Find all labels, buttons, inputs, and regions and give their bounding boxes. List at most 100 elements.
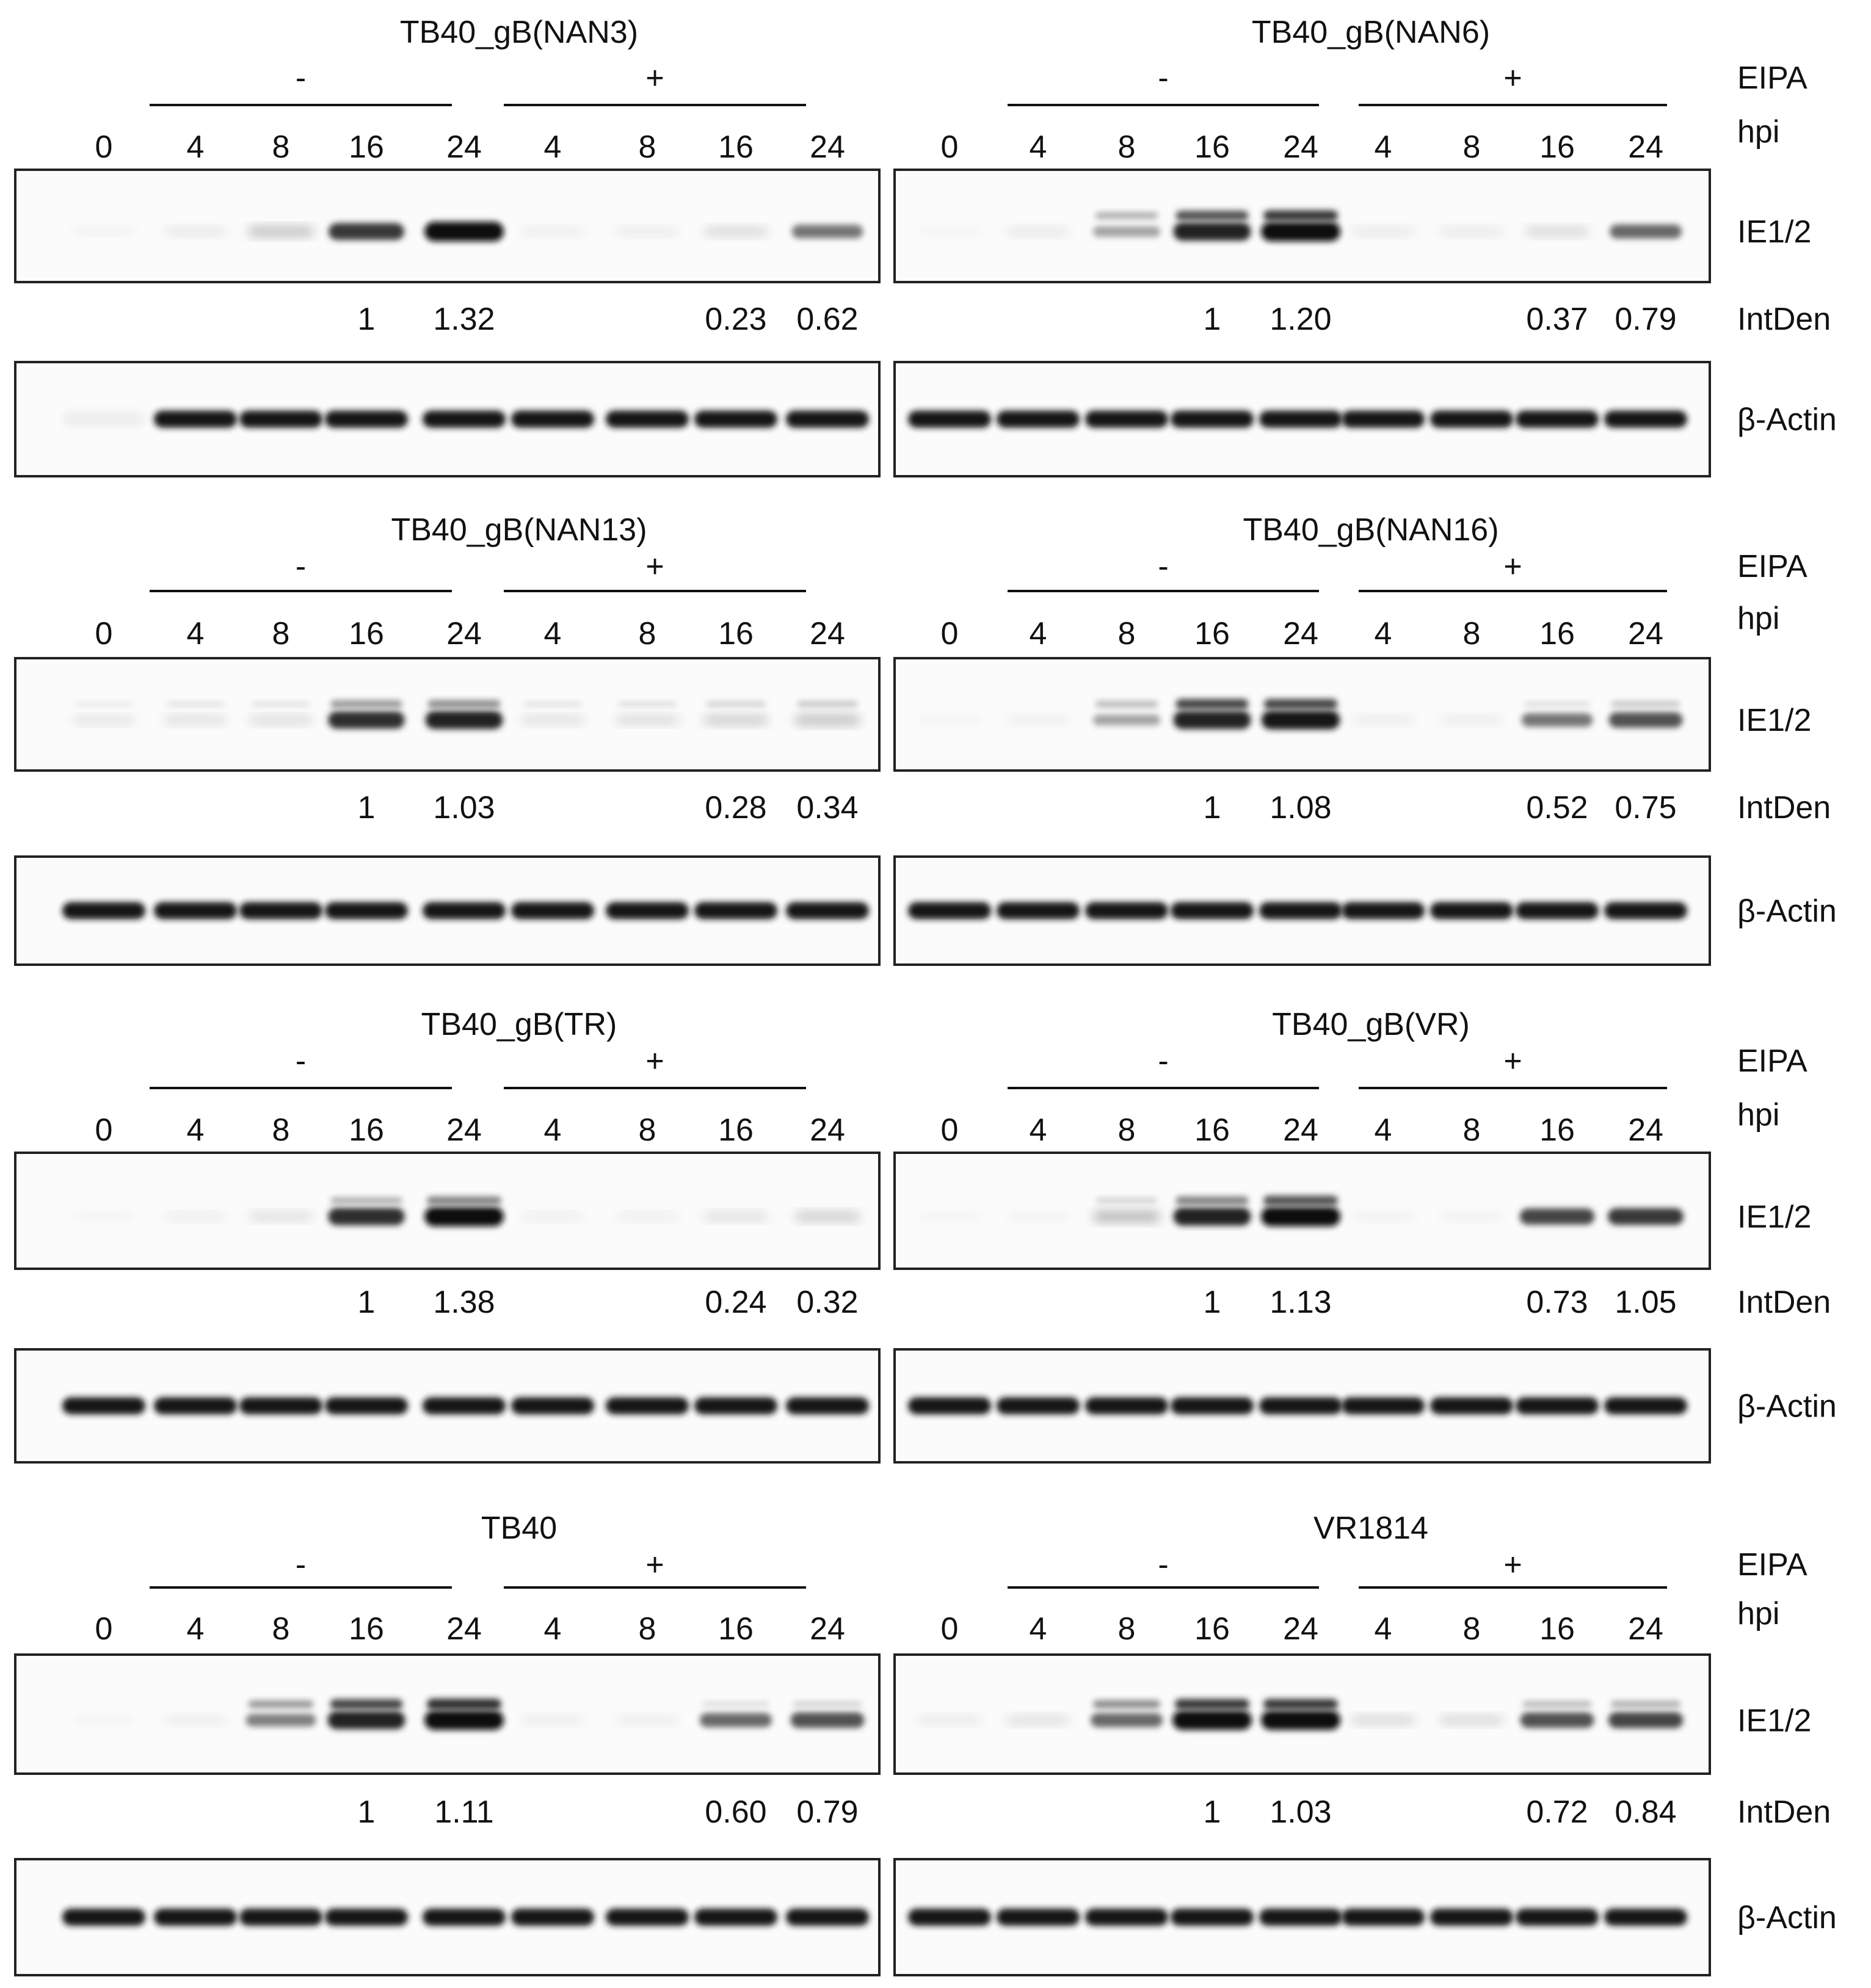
lane-label-hpi: 16 — [1194, 616, 1230, 651]
ie-band — [1093, 1211, 1160, 1222]
ie-band — [1608, 1208, 1684, 1225]
actin-band — [606, 1397, 689, 1415]
panel-title: TB40_gB(TR) — [421, 1007, 617, 1042]
actin-band — [1259, 410, 1342, 428]
row-label-time: hpi — [1737, 601, 1779, 636]
untreated-sign: - — [296, 549, 306, 584]
ie-band — [1006, 228, 1070, 236]
row-label-target: IE1/2 — [1737, 214, 1811, 250]
actin-band — [694, 410, 777, 428]
panel-title: TB40_gB(NAN16) — [1243, 512, 1499, 548]
ie-band — [1352, 716, 1414, 724]
ie-upper-band — [330, 1699, 403, 1710]
actin-band — [325, 1397, 408, 1415]
intden-value: 1 — [1204, 790, 1221, 825]
actin-band — [1516, 410, 1599, 428]
ie-upper-band — [427, 700, 501, 708]
actin-band — [154, 902, 237, 920]
blot-panel: TB40_gB(NAN3) - +0 4 8 16 24 4 8 16 24 1 1.32 0.23 0.6… — [14, 15, 881, 477]
ie-band — [164, 228, 227, 236]
row-label-quant: IntDen — [1737, 1794, 1831, 1830]
ie-band — [1092, 226, 1161, 238]
ie-band — [424, 222, 504, 242]
actin-band — [154, 1909, 237, 1926]
lane-label-hpi: 8 — [272, 616, 290, 651]
panel-title: TB40_gB(NAN13) — [391, 512, 647, 548]
ie-upper-band — [793, 1701, 862, 1708]
ie-upper-band — [427, 1196, 501, 1205]
lane-label-hpi: 4 — [544, 1112, 562, 1148]
ie-upper-band — [1263, 1195, 1338, 1206]
lane-label-hpi: 4 — [1375, 1611, 1392, 1647]
lane-label-hpi: 8 — [1463, 129, 1481, 165]
ie-upper-band — [1095, 1197, 1158, 1204]
ie-band — [521, 1716, 584, 1724]
ie-upper-band — [74, 701, 133, 707]
actin-band — [154, 1397, 237, 1415]
actin-band — [1085, 1397, 1168, 1415]
ie-band — [1519, 1208, 1595, 1225]
row-label-control: β-Actin — [1737, 402, 1837, 438]
lane-label-hpi: 16 — [1539, 1112, 1575, 1148]
ie-band — [249, 1213, 313, 1221]
ie-band — [703, 716, 768, 725]
actin-band — [62, 902, 145, 920]
ie-band — [245, 1713, 316, 1727]
ie-band — [1261, 710, 1340, 730]
actin-band — [1604, 1909, 1687, 1926]
lane-label-hpi: 24 — [810, 1611, 845, 1647]
actin-band — [908, 902, 991, 920]
ie-band — [918, 228, 981, 235]
actin-band — [694, 1397, 777, 1415]
ie-band — [1007, 1213, 1069, 1220]
lane-label-hpi: 8 — [1463, 1611, 1481, 1647]
lane-label-hpi: 4 — [1030, 616, 1047, 651]
ie-upper-band — [1610, 1700, 1681, 1708]
intden-value: 1.11 — [434, 1794, 493, 1830]
actin-band — [1342, 902, 1425, 920]
intden-value: 1 — [358, 790, 376, 825]
lane-label-hpi: 16 — [718, 616, 754, 651]
ie-band — [328, 711, 405, 729]
lane-label-hpi: 8 — [1118, 616, 1136, 651]
ie-band — [1439, 1716, 1504, 1724]
ie-band — [700, 1713, 772, 1727]
lane-label-hpi: 24 — [446, 1611, 482, 1647]
lane-label-hpi: 24 — [1628, 616, 1663, 651]
intden-value: 1 — [1204, 302, 1221, 337]
eipa-treated-sign: + — [1503, 1547, 1522, 1583]
actin-band — [908, 410, 991, 428]
actin-band — [1171, 1397, 1254, 1415]
actin-band — [1604, 410, 1687, 428]
ie-upper-band — [523, 701, 582, 707]
intden-value: 1 — [358, 302, 376, 337]
row-label-control: β-Actin — [1737, 1900, 1837, 1935]
ie-band — [1261, 222, 1340, 242]
ie-upper-band — [1263, 210, 1338, 221]
lane-label-hpi: 16 — [1194, 129, 1230, 165]
lane-label-hpi: 4 — [1375, 129, 1392, 165]
ie-band — [521, 1213, 584, 1221]
actin-band — [1342, 1909, 1425, 1926]
lane-label-hpi: 4 — [187, 129, 205, 165]
ie-upper-band — [702, 1701, 769, 1707]
ie-band — [72, 716, 136, 724]
actin-band — [786, 1397, 869, 1415]
lane-label-hpi: 16 — [349, 129, 384, 165]
lane-label-hpi: 4 — [544, 616, 562, 651]
actin-band — [1171, 410, 1254, 428]
intden-value: 1 — [1204, 1285, 1221, 1320]
lane-label-hpi: 8 — [1118, 129, 1136, 165]
intden-value: 1.05 — [1615, 1285, 1676, 1320]
ie-band — [790, 1712, 865, 1728]
ie-upper-band — [330, 700, 402, 708]
row-label-target: IE1/2 — [1737, 1200, 1811, 1235]
ie-band — [521, 716, 584, 724]
row-label-quant: IntDen — [1737, 302, 1831, 337]
lane-label-hpi: 16 — [349, 616, 384, 651]
row-label-time: hpi — [1737, 1097, 1779, 1133]
untreated-sign: - — [1158, 1043, 1168, 1079]
ie-band — [328, 1208, 405, 1225]
actin-band — [1430, 1397, 1513, 1415]
